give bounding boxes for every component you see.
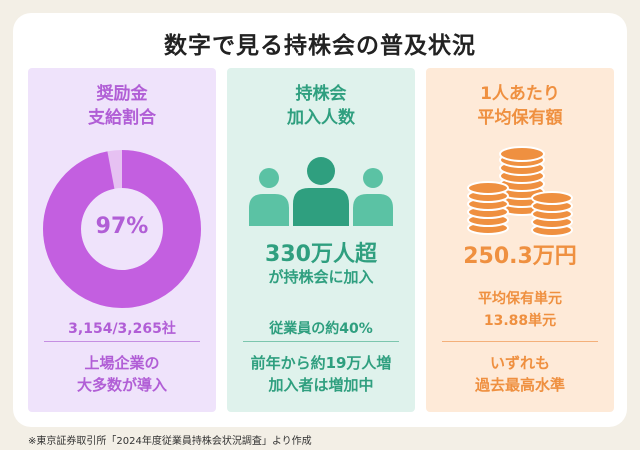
panel-title-line-2: 支給割合 bbox=[88, 108, 156, 128]
panel-divider bbox=[442, 341, 598, 342]
people-group-icon bbox=[249, 157, 393, 226]
donut-percent-label: 97% bbox=[95, 214, 149, 239]
average-units-label: 平均保有単元 bbox=[478, 291, 562, 307]
panel-divider bbox=[243, 341, 399, 342]
panel-average-holding: 1人あたり 平均保有額 bbox=[426, 68, 614, 412]
source-footnote: ※東京証券取引所「2024年度従業員持株会状況調査」より作成 bbox=[28, 436, 312, 447]
panel-title-line-1: 奨励金 bbox=[96, 84, 148, 104]
company-count: 3,154/3,265社 bbox=[68, 321, 176, 337]
bottom-line-1: 上場企業の bbox=[84, 354, 160, 372]
panel-title-line-1: 持株会 bbox=[295, 84, 347, 104]
coin-stacks-icon bbox=[467, 146, 573, 237]
members-ratio: 従業員の約40% bbox=[269, 321, 373, 337]
members-subline: が持株会に加入 bbox=[268, 268, 374, 286]
panel-title-line-1: 1人あたり bbox=[480, 84, 560, 104]
panel-title-line-2: 平均保有額 bbox=[477, 108, 563, 128]
bottom-line-2: 大多数が導入 bbox=[76, 376, 167, 394]
panel-title-line-2: 加入人数 bbox=[287, 108, 355, 128]
donut-chart bbox=[43, 150, 201, 308]
average-amount: 250.3万円 bbox=[463, 244, 577, 269]
page-title: 数字で見る持株会の普及状況 bbox=[164, 33, 476, 59]
bottom-line-2: 過去最高水準 bbox=[474, 376, 565, 394]
panel-incentive-ratio: 奨励金 支給割合 97% 3,154/3,265社 上場企業の 大多数が導入 bbox=[28, 68, 216, 412]
bottom-line-2: 加入者は増加中 bbox=[268, 376, 374, 394]
panel-members: 持株会 加入人数 330万人超 が持株会に加入 従業員の約40% 前年から約19… bbox=[227, 68, 415, 412]
bottom-line-1: いずれも bbox=[489, 354, 550, 372]
members-headline: 330万人超 bbox=[265, 242, 377, 267]
panel-divider bbox=[44, 341, 200, 342]
average-units-value: 13.88単元 bbox=[483, 313, 557, 329]
donut-fill-arc bbox=[43, 150, 201, 308]
bottom-line-1: 前年から約19万人増 bbox=[250, 354, 392, 372]
